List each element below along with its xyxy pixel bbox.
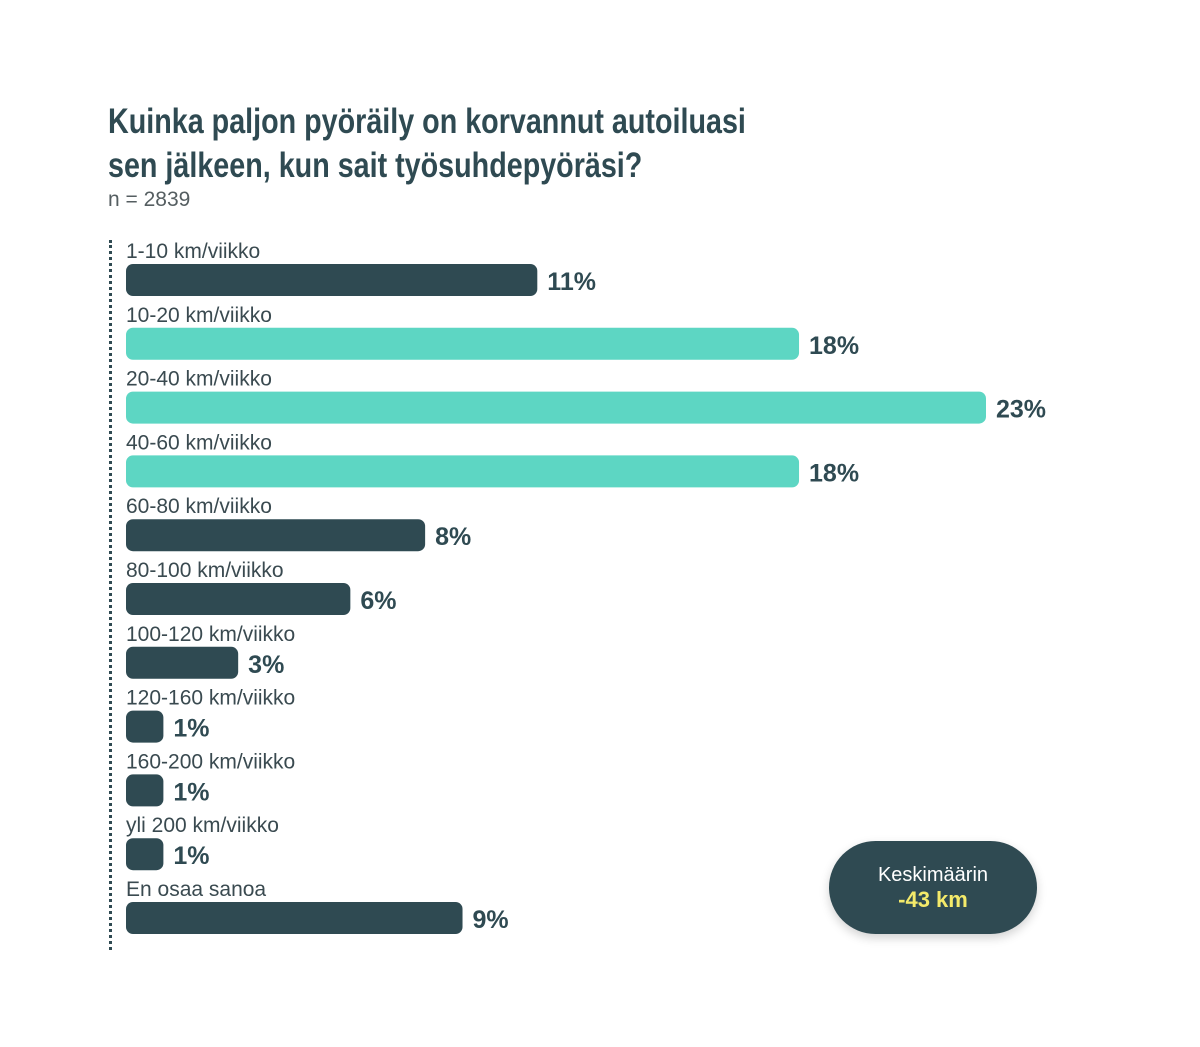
- chart-title: Kuinka paljon pyöräily on korvannut auto…: [108, 100, 746, 188]
- value-label: 6%: [360, 587, 396, 615]
- bar: [126, 519, 426, 552]
- category-label: 40-60 km/viikko: [126, 431, 272, 454]
- category-label: 10-20 km/viikko: [126, 304, 272, 327]
- bar: [126, 838, 164, 871]
- value-label: 9%: [473, 906, 509, 934]
- chart-title-line-2: sen jälkeen, kun sait työsuhdepyöräsi?: [108, 146, 643, 185]
- bar: [126, 710, 164, 743]
- category-label: yli 200 km/viikko: [126, 814, 279, 837]
- category-label: 60-80 km/viikko: [126, 495, 272, 518]
- bar: [126, 264, 538, 296]
- bar: [126, 327, 800, 360]
- bar: [126, 774, 164, 807]
- category-label: 100-120 km/viikko: [126, 623, 295, 646]
- category-label: 120-160 km/viikko: [126, 687, 295, 710]
- value-label: 1%: [173, 778, 209, 806]
- bar: [126, 455, 800, 488]
- average-value: -43 km: [898, 886, 968, 912]
- average-label: Keskimäärin: [877, 863, 989, 886]
- value-label: 8%: [435, 523, 471, 551]
- bar: [126, 583, 351, 615]
- category-label: En osaa sanoa: [126, 878, 266, 901]
- bar: [126, 391, 986, 424]
- value-label: 11%: [547, 268, 596, 296]
- average-badge: Keskimäärin -43 km: [829, 841, 1037, 934]
- bar: [126, 646, 239, 679]
- dotted-axis-line: [109, 240, 112, 950]
- value-label: 18%: [809, 332, 859, 360]
- chart-title-line-1: Kuinka paljon pyöräily on korvannut auto…: [108, 102, 746, 141]
- value-label: 1%: [173, 715, 209, 743]
- value-label: 1%: [173, 842, 209, 870]
- category-label: 160-200 km/viikko: [126, 750, 295, 773]
- bar: [126, 902, 463, 934]
- value-label: 3%: [248, 651, 284, 679]
- sample-size-note: n = 2839: [108, 188, 191, 211]
- category-label: 1-10 km/viikko: [126, 240, 260, 263]
- value-label: 23%: [996, 396, 1046, 424]
- value-label: 18%: [809, 459, 859, 487]
- category-label: 20-40 km/viikko: [126, 368, 272, 391]
- category-label: 80-100 km/viikko: [126, 559, 284, 582]
